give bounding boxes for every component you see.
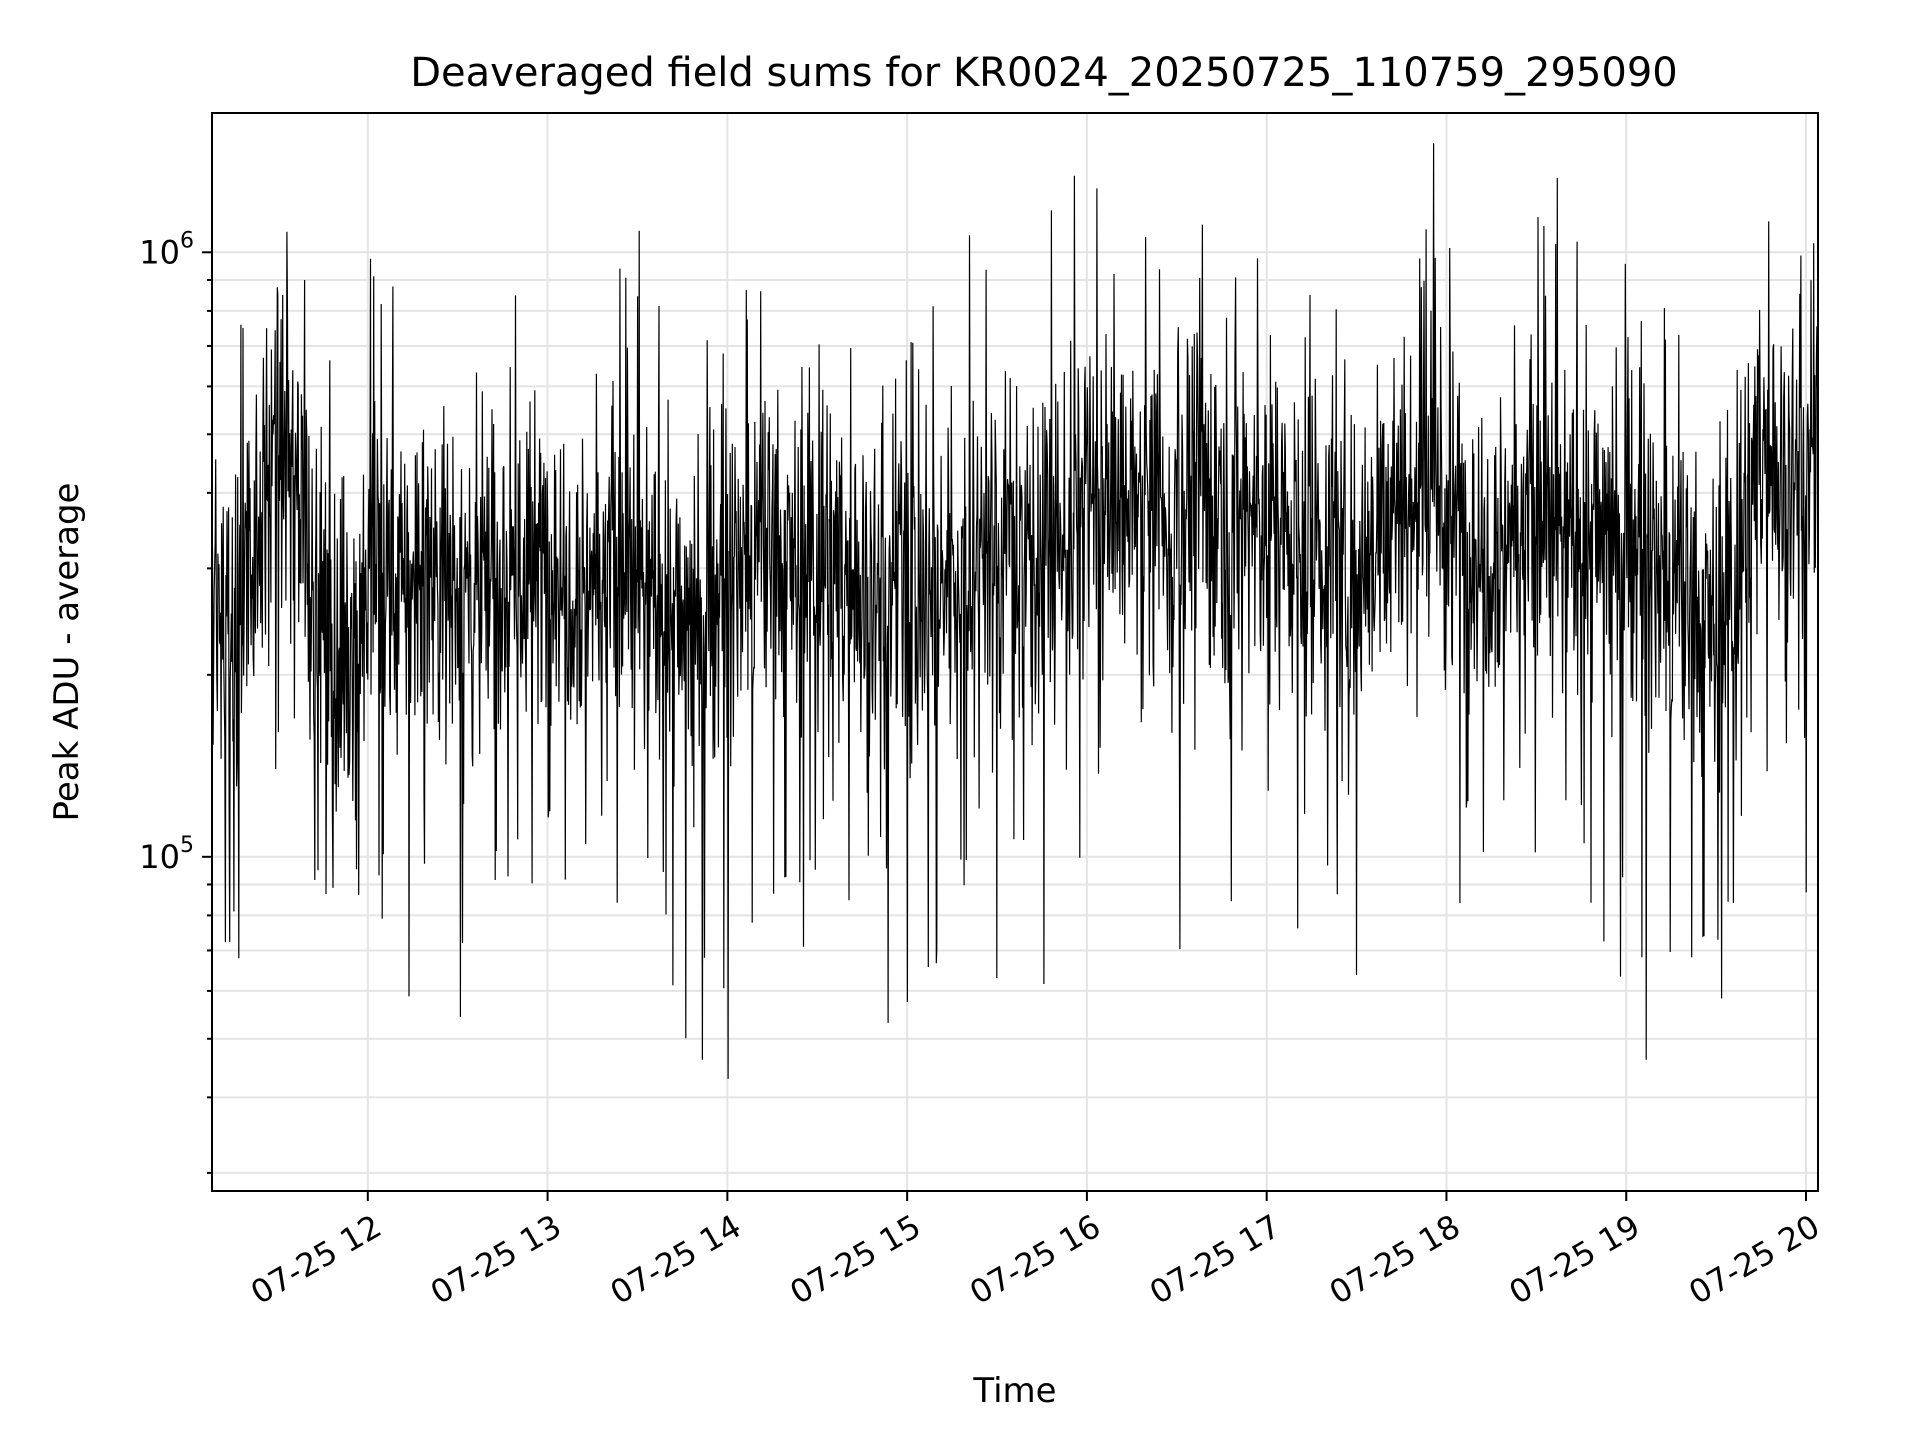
- x-tick-label: 07-25 15: [784, 1207, 928, 1312]
- y-tick-exponent: 5: [180, 833, 194, 858]
- x-tick-label: 07-25 13: [424, 1207, 568, 1312]
- x-tick-label: 07-25 12: [244, 1207, 388, 1312]
- x-tick-label: 07-25 19: [1503, 1207, 1647, 1312]
- x-axis-ticks: 07-25 12 07-25 13 07-25 14 07-25 15 07-25 16…: [244, 1191, 1826, 1312]
- x-axis-label: Time: [972, 1371, 1056, 1411]
- series-line: [211, 143, 1819, 1079]
- y-tick-label: 106: [139, 228, 194, 271]
- plot-frame: [211, 112, 1819, 1192]
- y-tick-exponent: 6: [180, 228, 194, 253]
- x-tick-label: 07-25 20: [1682, 1207, 1826, 1312]
- y-tick-base: 10: [139, 233, 180, 271]
- chart-title: Deaveraged field sums for KR0024_2025072…: [410, 50, 1678, 96]
- x-tick-label: 07-25 16: [963, 1207, 1107, 1312]
- x-tick-label: 07-25 17: [1143, 1207, 1287, 1312]
- x-tick-label: 07-25 18: [1323, 1207, 1467, 1312]
- x-tick-label: 07-25 14: [604, 1207, 748, 1312]
- y-tick-label: 105: [139, 833, 194, 876]
- y-axis-label: Peak ADU - average: [47, 483, 87, 822]
- y-tick-base: 10: [139, 838, 180, 876]
